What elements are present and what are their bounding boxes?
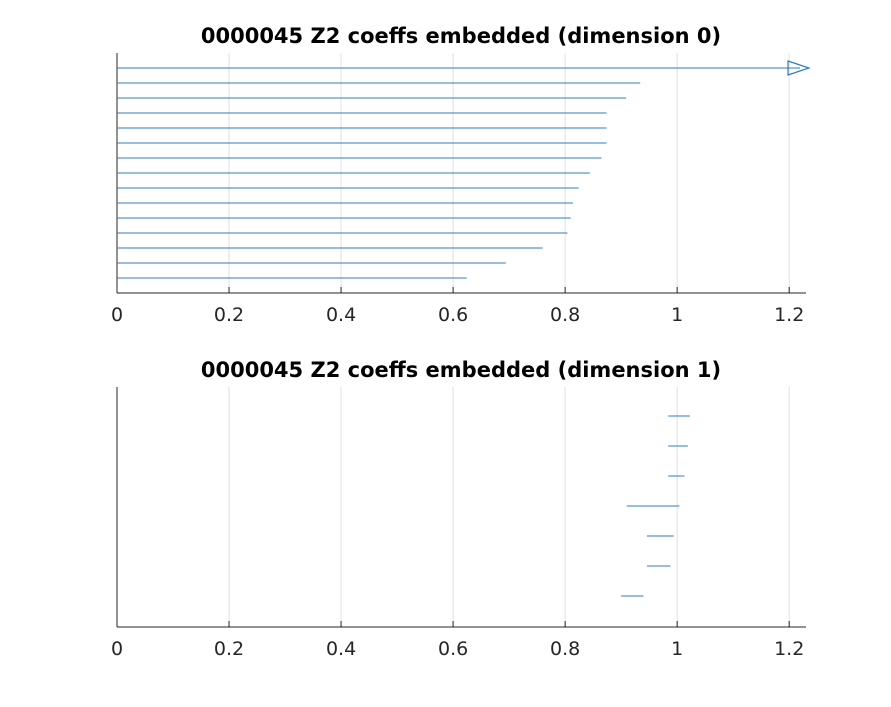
x-tick-label: 1 bbox=[671, 638, 683, 660]
chart-title-dimension-1: 0000045 Z2 coeffs embedded (dimension 1) bbox=[201, 358, 721, 382]
x-tick-label: 0.4 bbox=[326, 304, 356, 326]
x-tick-label: 0.6 bbox=[438, 638, 468, 660]
x-tick-label: 0.6 bbox=[438, 304, 468, 326]
x-tick-label: 0 bbox=[111, 638, 123, 660]
x-tick-label: 0.4 bbox=[326, 638, 356, 660]
chart-axes-dimension-1: 0 0.2 0.4 0.6 0.8 1 1.2 bbox=[111, 387, 806, 660]
chart-title-dimension-0: 0000045 Z2 coeffs embedded (dimension 0) bbox=[201, 24, 721, 48]
x-tick-label: 0.8 bbox=[550, 304, 580, 326]
x-tick-label: 1 bbox=[671, 304, 683, 326]
x-tick-label: 0.2 bbox=[214, 304, 244, 326]
x-tick-label: 0.8 bbox=[550, 638, 580, 660]
x-tick-label: 1.2 bbox=[774, 304, 804, 326]
infinite-arrow-icon bbox=[787, 60, 811, 76]
x-tick-label: 0.2 bbox=[214, 638, 244, 660]
x-tick-label: 0 bbox=[111, 304, 123, 326]
chart-axes-dimension-0: 0 0.2 0.4 0.6 0.8 1 1.2 bbox=[111, 53, 811, 326]
x-tick-label: 1.2 bbox=[774, 638, 804, 660]
